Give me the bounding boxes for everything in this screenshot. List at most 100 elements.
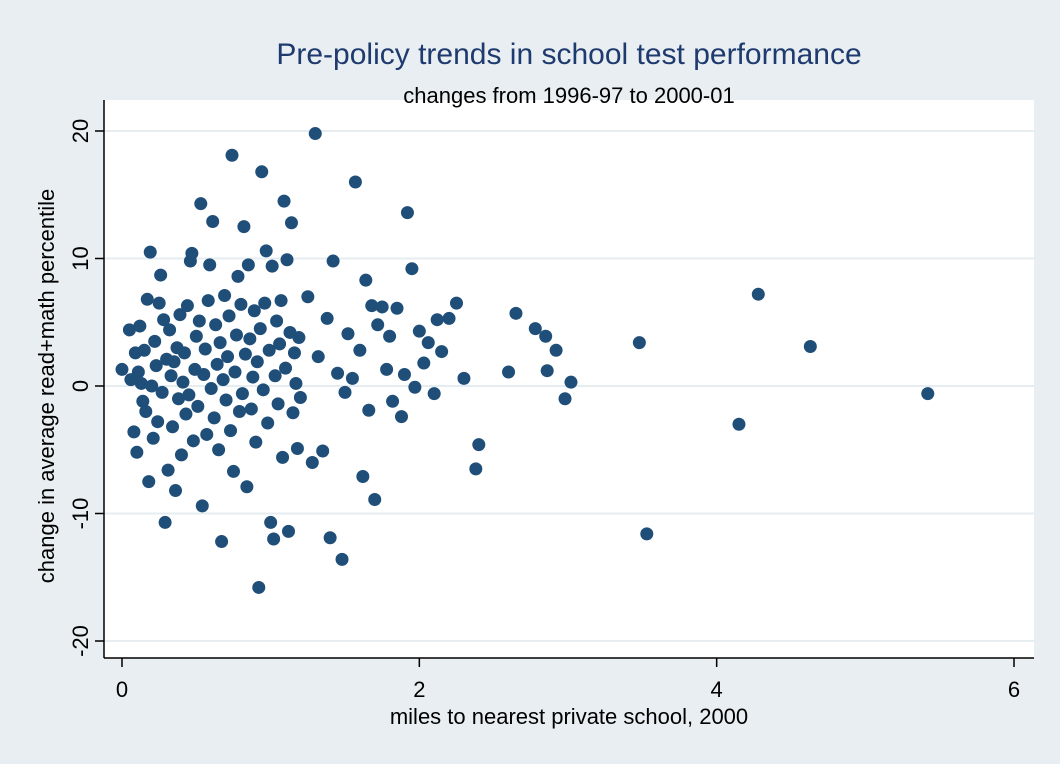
data-point — [222, 309, 236, 323]
data-point — [228, 365, 242, 379]
data-point — [549, 343, 563, 357]
data-point — [198, 342, 212, 356]
data-point — [359, 273, 373, 287]
data-point — [323, 531, 337, 545]
data-point — [270, 314, 284, 328]
data-point — [348, 175, 362, 189]
data-point — [450, 296, 463, 310]
data-point — [203, 258, 217, 272]
data-point — [231, 269, 245, 283]
data-point — [179, 407, 193, 421]
data-point — [133, 319, 147, 333]
data-point — [250, 355, 264, 369]
data-point — [287, 346, 301, 360]
data-point — [397, 368, 411, 382]
data-point — [261, 416, 275, 430]
data-point — [213, 336, 227, 350]
data-point — [341, 327, 355, 341]
data-point — [316, 444, 330, 458]
data-point — [502, 365, 516, 379]
y-tick-label: 0 — [68, 380, 93, 392]
data-point — [273, 337, 287, 351]
data-point — [167, 355, 181, 369]
data-point — [229, 328, 243, 342]
data-point — [130, 445, 144, 459]
data-point — [155, 385, 169, 399]
x-tick-label: 4 — [711, 677, 723, 702]
data-point — [632, 336, 646, 350]
data-point — [311, 350, 325, 364]
data-point — [320, 311, 334, 325]
data-point — [115, 362, 129, 376]
data-point — [158, 515, 172, 529]
data-point — [405, 262, 419, 276]
data-point — [338, 385, 352, 399]
data-points — [115, 127, 935, 594]
data-point — [240, 480, 254, 494]
data-point — [247, 304, 261, 318]
data-point — [197, 368, 211, 382]
data-point — [224, 424, 238, 438]
data-point — [146, 431, 160, 445]
data-point — [243, 332, 257, 346]
data-point — [237, 220, 251, 234]
data-point — [235, 387, 249, 401]
y-tick-label: -20 — [68, 625, 93, 657]
data-point — [152, 296, 166, 310]
data-point — [280, 253, 294, 267]
data-point — [140, 292, 154, 306]
data-point — [390, 301, 404, 315]
data-point — [540, 364, 554, 378]
data-point — [290, 441, 304, 455]
data-point — [469, 462, 483, 476]
x-tick-label: 6 — [1008, 677, 1020, 702]
y-tick-label: -10 — [68, 498, 93, 530]
data-point — [301, 290, 315, 304]
data-point — [921, 387, 935, 401]
axes: -20 -10 0 10 20 0 2 4 6 — [68, 100, 1034, 702]
data-point — [472, 438, 486, 452]
data-point — [137, 343, 151, 357]
data-point — [122, 323, 136, 337]
data-point — [169, 484, 183, 498]
data-point — [293, 390, 307, 404]
data-point — [127, 425, 141, 439]
data-point — [435, 345, 449, 359]
data-point — [216, 373, 230, 387]
data-point — [215, 535, 229, 549]
data-point — [145, 379, 159, 393]
x-tick-label: 2 — [413, 677, 425, 702]
data-point — [241, 258, 255, 272]
data-point — [136, 394, 150, 408]
data-point — [751, 287, 765, 301]
data-point — [292, 331, 306, 345]
data-point — [289, 376, 303, 390]
data-point — [421, 336, 435, 350]
x-axis-label: miles to nearest private school, 2000 — [390, 704, 748, 729]
data-point — [255, 165, 269, 179]
y-tick-label: 10 — [68, 246, 93, 270]
data-point — [427, 387, 441, 401]
data-point — [157, 313, 171, 327]
data-point — [803, 339, 817, 353]
data-point — [264, 515, 278, 529]
data-point — [400, 206, 414, 220]
data-point — [186, 434, 200, 448]
data-point — [195, 499, 209, 513]
data-point — [149, 359, 163, 373]
data-point — [166, 420, 180, 434]
data-point — [265, 259, 279, 273]
data-point — [143, 245, 157, 259]
data-point — [331, 366, 345, 380]
data-point — [371, 318, 385, 332]
data-point — [200, 427, 214, 441]
data-point — [268, 369, 282, 383]
data-point — [189, 329, 203, 343]
data-point — [206, 215, 220, 229]
data-point — [182, 388, 196, 402]
data-point — [207, 411, 221, 425]
data-point — [267, 532, 281, 546]
data-point — [368, 492, 382, 506]
